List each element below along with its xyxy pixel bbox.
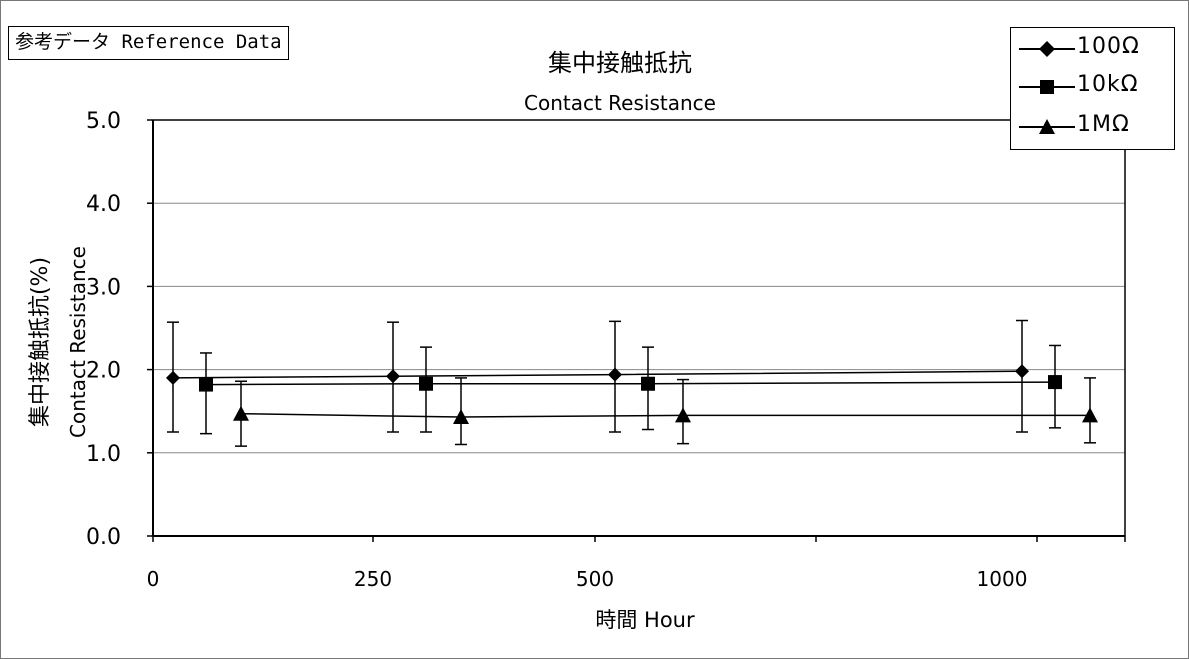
data-point-diamond bbox=[1015, 364, 1029, 379]
x-axis-label: 時間 Hour bbox=[595, 608, 695, 632]
square-marker-icon bbox=[1019, 80, 1075, 94]
y-tick-label: 3.0 bbox=[86, 275, 121, 300]
y-tick-label: 2.0 bbox=[86, 359, 121, 384]
data-point-triangle bbox=[675, 407, 691, 423]
x-tick-label: 250 bbox=[354, 567, 392, 591]
data-point-diamond bbox=[608, 367, 622, 382]
chart-subtitle: Contact Resistance bbox=[524, 91, 716, 115]
series-line bbox=[205, 381, 1056, 386]
legend-label: 100Ω bbox=[1077, 34, 1140, 59]
data-point-square bbox=[199, 377, 213, 392]
series-line bbox=[172, 370, 1023, 379]
legend-item-10k-ohm: 10kΩ bbox=[1011, 70, 1176, 104]
triangle-marker-icon bbox=[1019, 119, 1075, 134]
data-point-diamond bbox=[166, 370, 180, 385]
y-tick-label: 5.0 bbox=[86, 109, 121, 134]
data-point-triangle bbox=[1082, 407, 1098, 423]
y-tick-label: 4.0 bbox=[86, 192, 121, 217]
data-point-triangle bbox=[453, 409, 469, 425]
reference-data-label: 参考データ Reference Data bbox=[8, 26, 289, 60]
data-point-square bbox=[641, 376, 655, 391]
data-point-diamond bbox=[386, 369, 400, 384]
legend-item-1m-ohm: 1MΩ bbox=[1011, 110, 1176, 144]
x-tick-label: 1000 bbox=[977, 567, 1028, 591]
y-tick-label: 0.0 bbox=[86, 525, 121, 550]
legend-label: 1MΩ bbox=[1077, 112, 1130, 137]
chart-title: 集中接触抵抗 bbox=[548, 49, 692, 77]
legend: 100Ω 10kΩ 1MΩ bbox=[1010, 27, 1175, 150]
data-point-triangle bbox=[233, 405, 249, 421]
data-point-square bbox=[419, 376, 433, 391]
diamond-marker-icon bbox=[1019, 41, 1075, 57]
x-tick-label: 500 bbox=[576, 567, 614, 591]
x-tick-label: 0 bbox=[147, 567, 160, 591]
data-point-square bbox=[1048, 375, 1062, 390]
series-line bbox=[240, 412, 1090, 418]
legend-label: 10kΩ bbox=[1077, 72, 1139, 97]
legend-item-100-ohm: 100Ω bbox=[1011, 32, 1176, 66]
y-tick-label: 1.0 bbox=[86, 442, 121, 467]
